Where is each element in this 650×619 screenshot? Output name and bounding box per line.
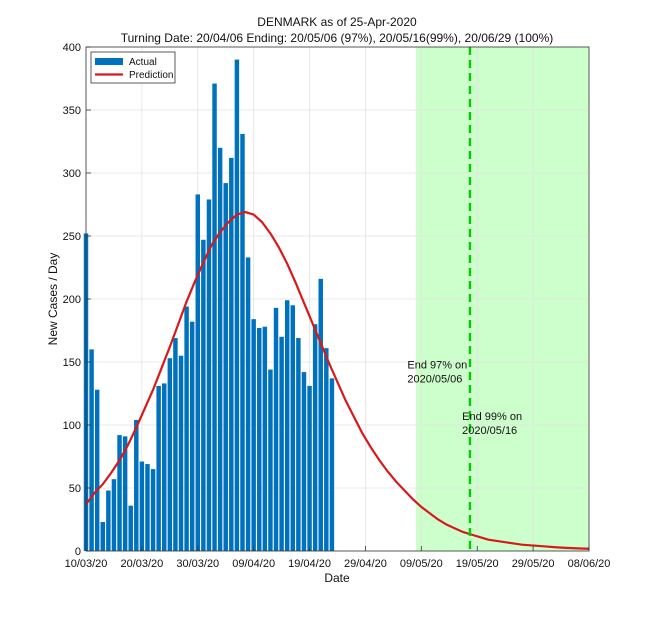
x-tick-label: 09/05/20 xyxy=(400,558,443,570)
x-tick-label: 29/05/20 xyxy=(512,558,555,570)
bar-actual xyxy=(284,300,290,551)
bar-actual xyxy=(184,306,189,551)
annotation-end99: End 99% on 2020/05/16 xyxy=(462,411,522,437)
prediction-curve xyxy=(85,210,590,550)
bar-actual xyxy=(290,305,296,551)
bar-actual xyxy=(139,461,145,551)
y-axis: 0 50 100 150 200 250 300 350 400 xyxy=(63,42,91,558)
x-tick-label: 19/05/20 xyxy=(456,558,499,570)
bar-actual xyxy=(279,336,284,551)
bar-actual xyxy=(262,326,268,551)
legend-swatch-actual xyxy=(95,58,123,65)
x-tick-label: 20/03/20 xyxy=(120,558,163,570)
bar-actual xyxy=(117,435,122,551)
y-tick-label: 400 xyxy=(63,42,81,54)
y-tick-label: 50 xyxy=(69,483,81,495)
bar-actual xyxy=(312,324,318,551)
y-tick-label: 150 xyxy=(63,357,81,369)
bar-actual xyxy=(223,183,228,551)
x-axis: 10/03/20 20/03/20 30/03/20 09/04/20 19/04/20… xyxy=(65,546,611,570)
bar-actual xyxy=(318,278,323,551)
bar-actual xyxy=(122,436,128,551)
annotation-line: 2020/05/06 xyxy=(407,373,462,385)
bar-actual xyxy=(301,372,307,551)
bar-actual xyxy=(296,338,301,551)
bar-actual xyxy=(206,199,212,551)
annotation-line: End 97% on xyxy=(407,359,467,371)
chart-title: DENMARK as of 25-Apr-2020 xyxy=(257,15,417,29)
x-tick-label: 10/03/20 xyxy=(65,558,108,570)
y-tick-label: 250 xyxy=(63,231,81,243)
bar-actual xyxy=(89,349,94,551)
bar-actual xyxy=(257,327,262,551)
x-tick-label: 19/04/20 xyxy=(288,558,331,570)
bar-actual xyxy=(111,479,117,551)
bar-series-actual xyxy=(83,59,335,552)
x-tick-label: 09/04/20 xyxy=(232,558,275,570)
bar-actual xyxy=(268,369,273,551)
bar-actual xyxy=(307,385,312,551)
bar-actual xyxy=(100,522,106,551)
bar-actual xyxy=(229,157,234,551)
bar-actual xyxy=(217,147,223,552)
bar-actual xyxy=(94,389,100,551)
bar-actual xyxy=(156,385,161,551)
bar-actual xyxy=(167,358,173,551)
annotation-line: 2020/05/16 xyxy=(462,425,517,437)
bar-actual xyxy=(106,490,111,551)
annotation-line: End 99% on xyxy=(462,411,522,423)
bar-actual xyxy=(212,83,217,551)
bar-actual xyxy=(150,469,156,551)
x-tick-label: 29/04/20 xyxy=(344,558,387,570)
x-tick-label: 30/03/20 xyxy=(176,558,219,570)
bar-actual xyxy=(189,321,195,551)
bar-actual xyxy=(245,257,251,551)
legend-label-actual: Actual xyxy=(129,57,157,68)
y-tick-label: 200 xyxy=(63,294,81,306)
bar-actual xyxy=(145,464,150,551)
bar-actual xyxy=(162,383,167,551)
legend-label-prediction: Prediction xyxy=(129,70,173,81)
bar-actual xyxy=(329,378,335,551)
legend-box xyxy=(90,51,176,84)
y-tick-label: 300 xyxy=(63,168,81,180)
x-axis-label: Date xyxy=(324,571,350,585)
bar-actual xyxy=(240,133,245,551)
annotation-end97: End 97% on 2020/05/06 xyxy=(407,359,467,385)
bar-actual xyxy=(178,355,184,551)
bar-actual xyxy=(251,319,256,551)
bar-actual xyxy=(201,239,206,551)
y-tick-label: 100 xyxy=(63,420,81,432)
bar-actual xyxy=(324,348,329,551)
x-tick-label: 08/06/20 xyxy=(568,558,611,570)
bar-actual xyxy=(134,419,139,551)
bar-actual xyxy=(173,338,178,551)
annotations: End 97% on 2020/05/06 End 99% on 2020/05/16 xyxy=(407,359,522,437)
bar-actual xyxy=(234,59,240,551)
y-axis-label: New Cases / Day xyxy=(46,253,60,346)
legend: Actual Prediction xyxy=(90,51,176,84)
bar-actual xyxy=(195,194,201,552)
bar-actual xyxy=(128,505,133,551)
y-tick-label: 350 xyxy=(63,105,81,117)
y-tick-label: 0 xyxy=(75,546,81,558)
chart-subtitle: Turning Date: 20/04/06 Ending: 20/05/06 … xyxy=(121,31,554,45)
bar-actual xyxy=(273,307,279,551)
